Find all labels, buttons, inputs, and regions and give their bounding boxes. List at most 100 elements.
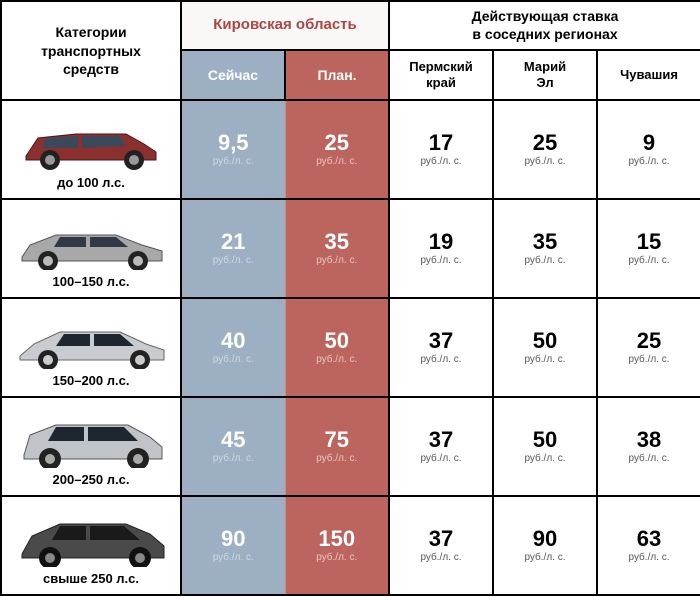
marii-cell: 50 руб./л. с. — [493, 397, 597, 496]
subhdr-marii: Марий Эл — [493, 50, 597, 101]
perm-value: 37 — [429, 429, 453, 451]
subhdr-chuvash: Чувашия — [597, 50, 700, 101]
plan-cell: 150 руб./л. с. — [285, 496, 389, 595]
unit-label: руб./л. с. — [316, 354, 357, 365]
category-cell: 200–250 л.с. — [1, 397, 181, 496]
now-cell: 21руб./л. с. — [181, 199, 285, 298]
subhdr-plan-text: План. — [317, 67, 356, 83]
unit-label: руб./л. с. — [420, 552, 461, 563]
subhdr-chuvash-text: Чувашия — [620, 67, 678, 82]
unit-label: руб./л. с. — [524, 156, 565, 167]
marii-cell: 50руб./л. с. — [493, 298, 597, 397]
unit-label: руб./л. с. — [213, 156, 254, 167]
unit-label: руб./л. с. — [629, 255, 670, 266]
unit-label: руб./л. с. — [420, 255, 461, 266]
chuvash-cell: 63 руб./л. с. — [597, 496, 700, 595]
table-row: 200–250 л.с.45руб./л. с.75руб./л. с.37ру… — [1, 397, 700, 496]
category-label: свыше 250 л.с. — [4, 571, 178, 586]
unit-label: руб./л. с. — [213, 552, 254, 563]
chuvash-cell: 38 руб./л. с. — [597, 397, 700, 496]
subhdr-perm-text: Пермский край — [409, 59, 473, 90]
plan-value: 35 — [325, 231, 349, 253]
category-label: 200–250 л.с. — [4, 472, 178, 487]
table-row: до 100 л.с. 9,5 руб./л. с. 25 руб./л. с. 17 ру… — [1, 100, 700, 199]
chuvash-value: 25 — [637, 330, 661, 352]
chuvash-value: 63 — [637, 528, 661, 550]
hdr-categories-text: Категории транспортных средств — [41, 24, 141, 76]
unit-label: руб./л. с. — [420, 156, 461, 167]
perm-cell: 19 руб./л. с. — [389, 199, 493, 298]
car-icon — [16, 215, 166, 270]
unit-label: руб./л. с. — [316, 255, 357, 266]
now-value: 45 — [221, 429, 245, 451]
chuvash-value: 9 — [643, 132, 655, 154]
now-cell: 9,5 руб./л. с. — [181, 100, 285, 199]
rates-table: Категории транспортных средств Кировская… — [0, 0, 700, 596]
plan-cell: 35 руб./л. с. — [285, 199, 389, 298]
category-cell: свыше 250 л.с. — [1, 496, 181, 595]
marii-cell: 25 руб./л. с. — [493, 100, 597, 199]
unit-label: руб./л. с. — [524, 552, 565, 563]
perm-value: 37 — [429, 528, 453, 550]
marii-value: 90 — [533, 528, 557, 550]
unit-label: руб./л. с. — [629, 453, 670, 464]
subhdr-now-text: Сейчас — [208, 67, 258, 83]
category-cell: 150–200 л.с. — [1, 298, 181, 397]
plan-cell: 25 руб./л. с. — [285, 100, 389, 199]
now-value: 9,5 — [218, 132, 249, 154]
unit-label: руб./л. с. — [629, 156, 670, 167]
table-row: свыше 250 л.с. 90 руб./л. с. 150 руб./л. с. 3… — [1, 496, 700, 595]
category-label: до 100 л.с. — [4, 175, 178, 190]
marii-value: 35 — [533, 231, 557, 253]
unit-label: руб./л. с. — [316, 552, 357, 563]
unit-label: руб./л. с. — [213, 453, 254, 464]
marii-value: 50 — [533, 429, 557, 451]
category-cell: 100–150 л.с. — [1, 199, 181, 298]
perm-cell: 37руб./л. с. — [389, 397, 493, 496]
hdr-kirov-text: Кировская область — [213, 16, 357, 33]
plan-value: 50 — [325, 330, 349, 352]
now-cell: 45 руб./л. с. — [181, 397, 285, 496]
subhdr-marii-text: Марий Эл — [524, 59, 566, 90]
plan-cell: 50 руб./л. с. — [285, 298, 389, 397]
chuvash-cell: 9 руб./л. с. — [597, 100, 700, 199]
header-row-1: Категории транспортных средств Кировская… — [1, 1, 700, 50]
now-cell: 90 руб./л. с. — [181, 496, 285, 595]
perm-value: 19 — [429, 231, 453, 253]
perm-value: 37 — [429, 330, 453, 352]
unit-label: руб./л. с. — [629, 354, 670, 365]
car-icon — [16, 512, 166, 567]
hdr-neighbor-text: Действующая ставка в соседних регионах — [472, 8, 619, 42]
unit-label: руб./л. с. — [629, 552, 670, 563]
subhdr-perm: Пермский край — [389, 50, 493, 101]
now-cell: 40руб./л. с. — [181, 298, 285, 397]
unit-label: руб./л. с. — [524, 453, 565, 464]
marii-cell: 90 руб./л. с. — [493, 496, 597, 595]
now-value: 40 — [221, 330, 245, 352]
perm-cell: 17 руб./л. с. — [389, 100, 493, 199]
car-icon — [16, 314, 166, 369]
now-value: 90 — [221, 528, 245, 550]
car-icon — [16, 413, 166, 468]
chuvash-value: 15 — [637, 231, 661, 253]
chuvash-value: 38 — [637, 429, 661, 451]
plan-value: 75 — [325, 429, 349, 451]
chuvash-cell: 15 руб./л. с. — [597, 199, 700, 298]
plan-value: 25 — [325, 132, 349, 154]
table-row: 100–150 л.с.21руб./л. с.35руб./л. с.19ру… — [1, 199, 700, 298]
category-cell: до 100 л.с. — [1, 100, 181, 199]
marii-value: 50 — [533, 330, 557, 352]
category-label: 100–150 л.с. — [4, 274, 178, 289]
perm-value: 17 — [429, 132, 453, 154]
marii-cell: 35руб./л. с. — [493, 199, 597, 298]
plan-value: 150 — [318, 528, 355, 550]
subhdr-now: Сейчас — [181, 50, 285, 101]
unit-label: руб./л. с. — [316, 156, 357, 167]
hdr-categories: Категории транспортных средств — [1, 1, 181, 100]
unit-label: руб./л. с. — [316, 453, 357, 464]
marii-value: 25 — [533, 132, 557, 154]
now-value: 21 — [221, 231, 245, 253]
hdr-neighbor: Действующая ставка в соседних регионах — [389, 1, 700, 50]
subhdr-plan: План. — [285, 50, 389, 101]
car-icon — [16, 116, 166, 171]
